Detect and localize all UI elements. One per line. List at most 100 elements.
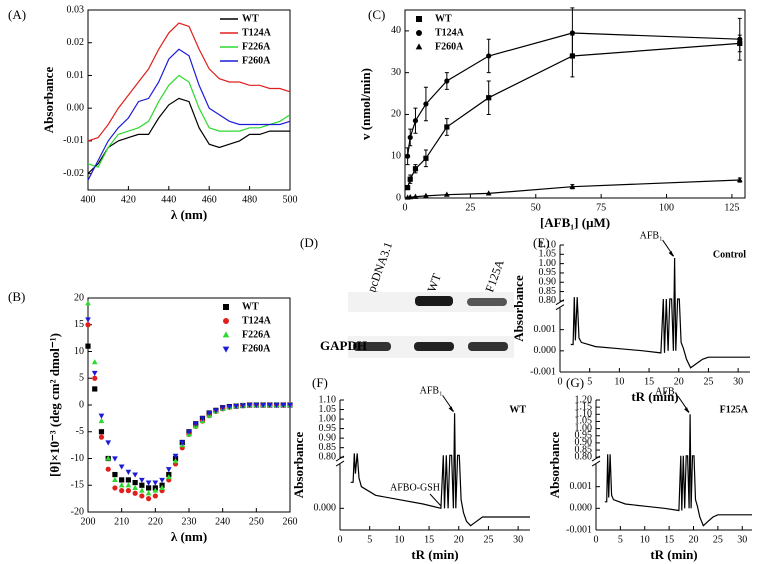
- marker: [240, 403, 246, 409]
- panel-label: (G): [566, 375, 584, 390]
- x-axis-title: [AFB₁] (μM): [540, 215, 610, 230]
- y-tick-label: 0.000: [314, 503, 337, 514]
- y-tick-label: -0.001: [566, 524, 592, 535]
- x-tick-label: 480: [242, 194, 257, 205]
- y-tick-label: 0.95: [539, 267, 557, 278]
- marker: [145, 480, 152, 486]
- marker: [179, 440, 186, 446]
- marker: [206, 410, 213, 417]
- x-axis-title: λ (nm): [171, 207, 207, 222]
- y-tick-label: 0.001: [570, 481, 593, 492]
- marker: [125, 477, 131, 483]
- x-tick-label: 50: [531, 202, 541, 213]
- marker: [407, 134, 413, 141]
- y-tick-label: 0.02: [67, 37, 85, 48]
- data-line: [87, 97, 290, 175]
- marker: [287, 402, 293, 409]
- marker: [186, 429, 192, 435]
- x-tick-label: 400: [81, 194, 96, 205]
- marker: [486, 95, 492, 101]
- data-line: [87, 22, 291, 142]
- marker: [273, 402, 280, 409]
- marker: [226, 404, 233, 410]
- panel-label: (B): [8, 289, 25, 304]
- peak-label: AFB₁: [420, 386, 443, 397]
- legend-label: F260A: [242, 343, 271, 354]
- x-tick-label: 200: [81, 516, 96, 527]
- marker: [132, 472, 138, 478]
- marker: [92, 386, 98, 392]
- x-axis-title: tR (min): [631, 389, 678, 404]
- x-tick-label: 0: [558, 376, 563, 387]
- y-tick-label: 0: [79, 399, 84, 410]
- x-tick-label: 125: [724, 202, 739, 213]
- marker: [146, 485, 152, 491]
- marker: [112, 485, 118, 491]
- y-tick-label: 0.00: [67, 102, 85, 113]
- arrow-head: [668, 251, 674, 258]
- panel-label: (C): [368, 7, 385, 22]
- marker: [412, 193, 419, 199]
- legend-marker: [415, 43, 423, 50]
- data-line: [350, 413, 530, 527]
- x-tick-label: 15: [424, 534, 434, 545]
- x-tick-label: 210: [114, 516, 129, 527]
- marker: [405, 153, 411, 159]
- y-tick-label: 0.80: [575, 451, 593, 462]
- y-axis-title: v (nmol/min): [358, 68, 373, 140]
- x-tick-label: 20: [454, 534, 464, 545]
- marker: [118, 482, 125, 488]
- marker: [91, 359, 98, 365]
- marker: [172, 453, 179, 459]
- marker: [412, 118, 419, 124]
- marker: [443, 191, 450, 197]
- x-tick-label: 0: [338, 534, 343, 545]
- y-tick-label: 40: [391, 25, 401, 36]
- marker: [98, 413, 105, 419]
- legend-marker: [222, 331, 230, 338]
- legend-marker: [416, 16, 422, 22]
- x-tick-label: 100: [659, 202, 674, 213]
- fit-line: [407, 32, 740, 157]
- marker: [423, 192, 429, 198]
- band: [414, 342, 454, 351]
- x-tick-label: 5: [618, 534, 623, 545]
- y-axis-title: Absorbance: [547, 432, 562, 499]
- axis-break-gap: [592, 458, 600, 465]
- y-tick-label: 0.95: [575, 430, 593, 441]
- plot-frame: [404, 9, 746, 199]
- marker: [146, 496, 152, 502]
- band: [353, 342, 391, 351]
- band: [467, 298, 507, 306]
- data-line: [604, 414, 752, 527]
- sample-label: F125A: [720, 404, 749, 415]
- x-tick-label: 25: [703, 376, 713, 387]
- y-tick-label: 30: [391, 67, 401, 78]
- axis-break: [555, 304, 565, 311]
- legend-marker: [223, 318, 229, 324]
- marker: [152, 493, 158, 499]
- marker: [423, 101, 429, 107]
- x-axis-title: λ (nm): [171, 529, 207, 544]
- x-axis-title: tR (min): [411, 547, 458, 562]
- marker: [192, 421, 199, 427]
- marker: [486, 53, 492, 59]
- axis-break: [591, 460, 601, 467]
- y-tick-label: 20: [74, 292, 84, 303]
- x-tick-label: 75: [596, 202, 606, 213]
- marker: [485, 190, 492, 196]
- marker: [213, 408, 219, 414]
- marker: [132, 479, 138, 486]
- marker: [125, 469, 132, 475]
- marker: [569, 30, 575, 36]
- legend-marker: [223, 304, 229, 310]
- band: [468, 342, 508, 351]
- y-tick-label: -5: [76, 426, 84, 437]
- marker: [85, 300, 91, 306]
- marker: [172, 458, 179, 464]
- y-tick-label: 15: [74, 319, 84, 330]
- legend-label: WT: [435, 13, 452, 24]
- marker: [280, 402, 287, 409]
- x-tick-label: 230: [182, 516, 197, 527]
- arrow-head: [684, 407, 690, 414]
